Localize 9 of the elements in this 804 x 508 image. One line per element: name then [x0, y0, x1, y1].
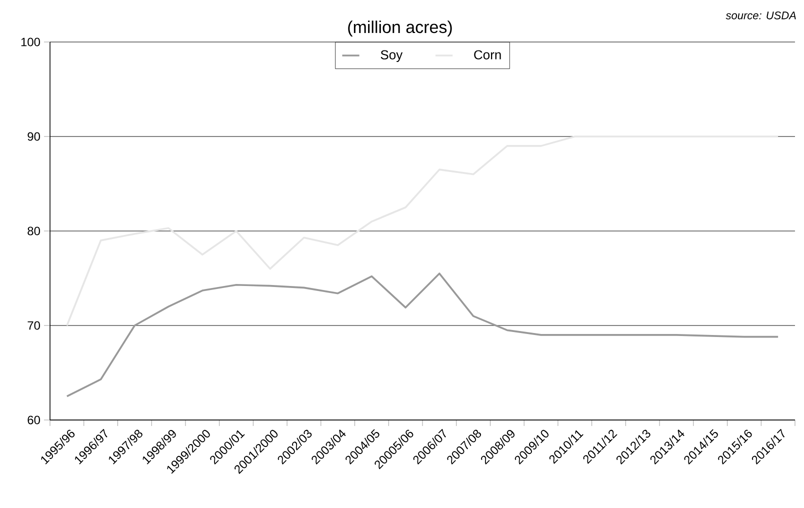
y-tick-label: 80: [28, 226, 40, 236]
source-note: source: USDA: [726, 12, 796, 20]
y-tick-label: 100: [21, 38, 40, 46]
y-tick-label: 60: [28, 416, 40, 424]
y-tick-label: 70: [28, 321, 40, 330]
y-tick-label: 90: [28, 132, 40, 141]
chart-title: (million acres): [348, 20, 452, 36]
legend-label: Corn: [474, 50, 501, 60]
legend-label: Soy: [380, 50, 403, 62]
